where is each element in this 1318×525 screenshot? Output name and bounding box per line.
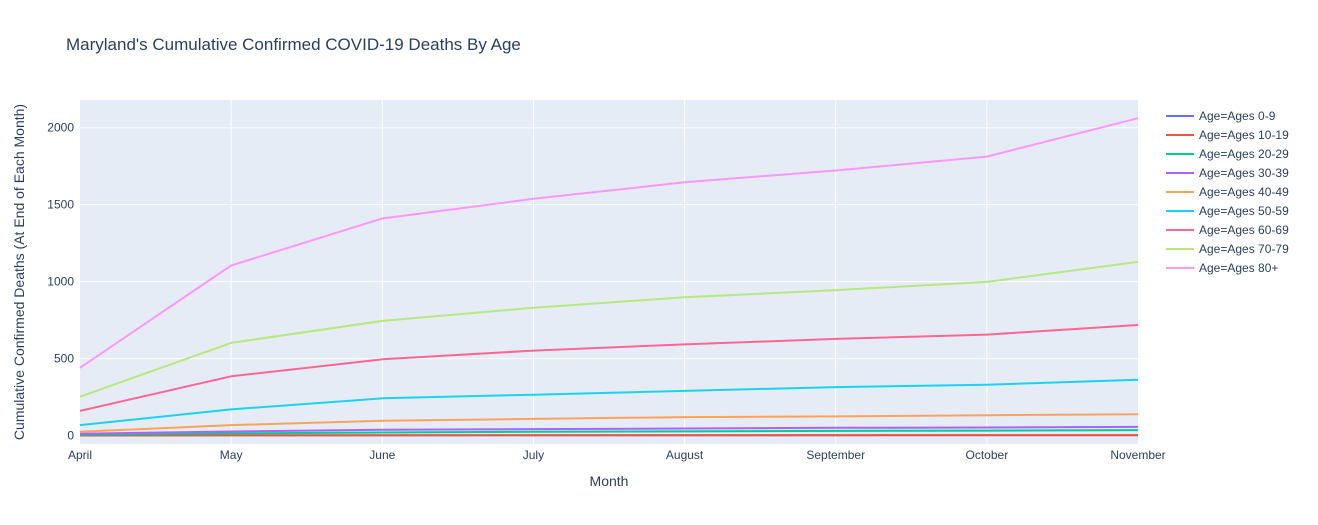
x-tick-label: July	[523, 448, 544, 462]
y-tick-label: 1000	[47, 275, 74, 289]
series-lines	[79, 117, 1139, 437]
legend-label: Age=Ages 30-39	[1199, 166, 1289, 180]
x-axis-ticks: April May June July August September October No…	[68, 448, 1166, 462]
legend: Age=Ages 0-9 Age=Ages 10-19 Age=Ages 20-29…	[1166, 109, 1289, 275]
legend-label: Age=Ages 60-69	[1199, 223, 1289, 237]
x-tick-label: October	[966, 448, 1009, 462]
x-tick-label: May	[220, 448, 243, 462]
y-tick-label: 500	[54, 352, 74, 366]
series-line-6	[79, 324, 1139, 412]
legend-label: Age=Ages 80+	[1199, 261, 1278, 275]
x-axis-title: Month	[590, 473, 629, 489]
x-tick-label: November	[1110, 448, 1165, 462]
plot-area	[80, 100, 1138, 444]
legend-label: Age=Ages 40-49	[1199, 185, 1289, 199]
x-tick-label: September	[806, 448, 865, 462]
y-tick-label: 1500	[47, 198, 74, 212]
y-axis-ticks: 0 500 1000 1500 2000	[47, 121, 74, 443]
series-line-7	[79, 260, 1139, 398]
series-line-3	[79, 425, 1139, 435]
legend-label: Age=Ages 10-19	[1199, 128, 1289, 142]
y-axis-title: Cumulative Confirmed Deaths (At End of E…	[11, 104, 27, 440]
y-tick-label: 2000	[47, 121, 74, 135]
series-line-4	[79, 413, 1139, 433]
y-tick-label: 0	[67, 429, 74, 443]
series-line-5	[79, 378, 1139, 427]
legend-label: Age=Ages 0-9	[1199, 109, 1276, 123]
legend-label: Age=Ages 20-29	[1199, 147, 1289, 161]
x-tick-label: August	[666, 448, 704, 462]
chart-title: Maryland's Cumulative Confirmed COVID-19…	[66, 35, 521, 54]
legend-label: Age=Ages 70-79	[1199, 242, 1289, 256]
legend-label: Age=Ages 50-59	[1199, 204, 1289, 218]
x-tick-label: April	[68, 448, 92, 462]
x-tick-label: June	[369, 448, 395, 462]
series-line-8	[79, 117, 1139, 369]
series-line-2	[79, 429, 1139, 436]
